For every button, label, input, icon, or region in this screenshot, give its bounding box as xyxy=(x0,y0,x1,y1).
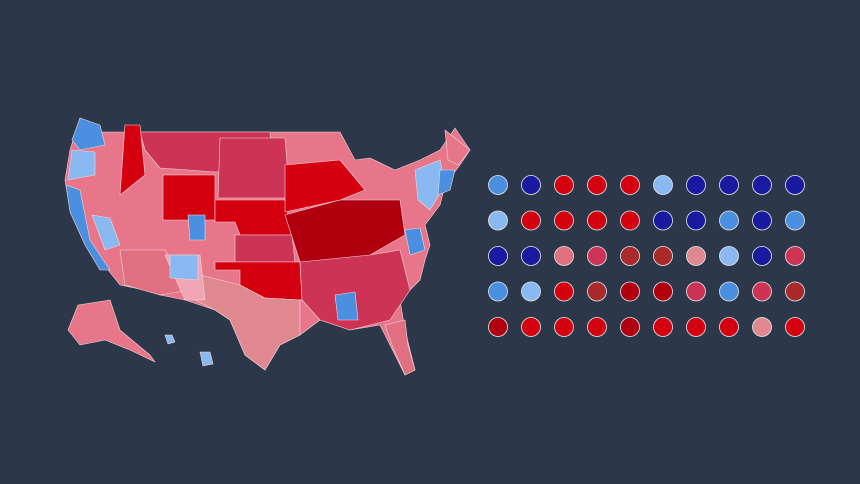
dot xyxy=(653,210,673,231)
district-colorado xyxy=(169,254,199,281)
dot xyxy=(785,281,805,302)
dot xyxy=(554,246,574,266)
hawaii-big-island xyxy=(199,351,214,367)
dot xyxy=(686,175,706,195)
dot xyxy=(653,175,673,195)
dot xyxy=(587,246,607,266)
district-northeast xyxy=(414,159,446,211)
dot xyxy=(488,210,508,231)
dot xyxy=(785,317,805,337)
district-new-england xyxy=(437,169,456,196)
dot xyxy=(752,281,772,302)
dot xyxy=(686,210,706,231)
dot xyxy=(521,317,541,337)
district-california-inland xyxy=(91,214,121,251)
dot xyxy=(620,281,640,302)
district-denver xyxy=(187,214,206,241)
dot xyxy=(719,246,739,266)
dot xyxy=(785,175,805,195)
district-dakotas xyxy=(217,137,291,199)
dot xyxy=(686,281,706,302)
dot xyxy=(785,210,805,231)
dot xyxy=(587,281,607,302)
dot xyxy=(620,246,640,266)
dot xyxy=(488,175,508,195)
district-idaho xyxy=(119,124,146,196)
dot xyxy=(719,281,739,302)
alaska xyxy=(67,299,156,363)
district-southwest xyxy=(119,249,191,296)
dot xyxy=(620,210,640,231)
dot xyxy=(620,175,640,195)
district-california-coast xyxy=(65,184,111,271)
dot xyxy=(719,175,739,195)
dot xyxy=(752,246,772,266)
dot xyxy=(521,175,541,195)
dot xyxy=(719,317,739,337)
dot xyxy=(752,210,772,231)
dot xyxy=(752,175,772,195)
district-oregon xyxy=(67,149,96,181)
district-wyoming xyxy=(162,174,216,221)
dot xyxy=(653,246,673,266)
us-district-map xyxy=(64,117,471,376)
dot xyxy=(554,317,574,337)
dot xyxy=(587,317,607,337)
dot-grid xyxy=(488,175,805,337)
district-deep-south xyxy=(334,291,359,321)
dot xyxy=(686,317,706,337)
dot xyxy=(554,210,574,231)
dot xyxy=(719,210,739,231)
dot xyxy=(785,246,805,266)
dot xyxy=(488,317,508,337)
dot xyxy=(653,317,673,337)
dot xyxy=(521,210,541,231)
dot xyxy=(521,281,541,302)
district-kansas xyxy=(234,234,296,263)
dot xyxy=(488,246,508,266)
dot xyxy=(653,281,673,302)
district-florida xyxy=(384,319,416,376)
dot xyxy=(554,175,574,195)
dot xyxy=(620,317,640,337)
district-midwest xyxy=(284,159,366,213)
dot xyxy=(554,281,574,302)
district-maine xyxy=(444,129,471,166)
dot xyxy=(521,246,541,266)
dot xyxy=(587,175,607,195)
district-texas xyxy=(194,274,301,371)
dot xyxy=(752,317,772,337)
hawaii xyxy=(164,334,176,345)
district-south xyxy=(299,249,411,331)
dot xyxy=(488,281,508,302)
dot xyxy=(686,246,706,266)
district-mid-atlantic xyxy=(404,227,426,256)
district-washington xyxy=(71,117,106,151)
dot xyxy=(587,210,607,231)
